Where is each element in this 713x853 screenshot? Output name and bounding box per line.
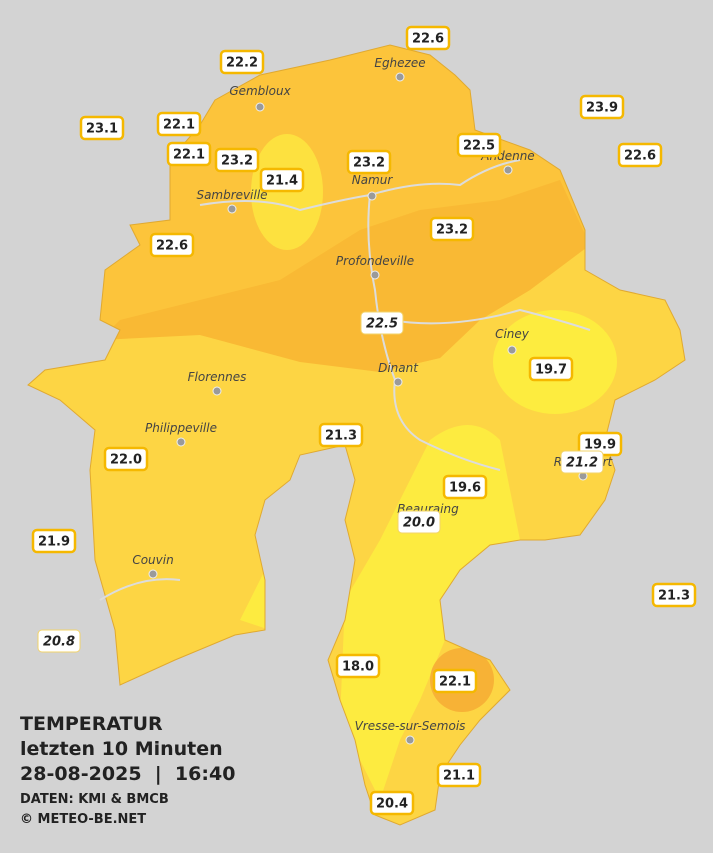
legend-title: TEMPERATUR <box>20 713 163 735</box>
station-box <box>37 629 81 653</box>
station-value: 22.5 <box>366 317 398 332</box>
city-label: Couvin <box>132 553 173 567</box>
station-value: 22.5 <box>463 139 495 154</box>
station-value: 20.4 <box>376 797 408 812</box>
station-value: 23.2 <box>436 223 468 238</box>
city-label: Profondeville <box>336 254 414 268</box>
station-value: 19.7 <box>535 363 567 378</box>
station-value: 22.6 <box>624 149 656 164</box>
station-box <box>360 311 404 335</box>
city-dot <box>255 102 265 112</box>
legend-source: DATEN: KMI & BMCB <box>20 792 169 807</box>
city-dot <box>176 437 186 447</box>
station-box <box>528 356 574 382</box>
city-label: Philippeville <box>145 421 217 435</box>
city-dot <box>212 386 222 396</box>
zone-bright <box>240 570 270 630</box>
station-box <box>436 762 482 788</box>
legend-period: letzten 10 Minuten <box>20 738 223 760</box>
station-value: 19.9 <box>584 438 616 453</box>
station-box <box>79 115 125 141</box>
stations: 22.6 22.2 23.9 23.1 22.1 22.5 22.6 22.1 23.2 23.2… <box>31 25 697 816</box>
city-label: Gembloux <box>229 84 291 98</box>
station-value: 22.0 <box>110 453 142 468</box>
station-box <box>369 790 415 816</box>
station-box <box>651 582 697 608</box>
city-dot <box>227 204 237 214</box>
station-box <box>442 474 488 500</box>
station-value: 23.2 <box>221 154 253 169</box>
station-box <box>259 167 305 193</box>
station-box <box>156 111 202 137</box>
station-value: 20.8 <box>43 635 75 650</box>
station-box <box>219 49 265 75</box>
station-box <box>214 147 260 173</box>
zone-bright <box>340 425 520 800</box>
city-label: Florennes <box>188 370 247 384</box>
city-label: Sambreville <box>196 188 267 202</box>
station-value: 22.1 <box>173 148 205 163</box>
legend-timestamp: 28-08-2025 | 16:40 <box>20 763 235 785</box>
station-box <box>346 149 392 175</box>
station-box <box>456 132 502 158</box>
station-value: 22.1 <box>163 118 195 133</box>
station-value: 22.6 <box>156 239 188 254</box>
city-dot <box>370 270 380 280</box>
station-value: 22.1 <box>439 675 471 690</box>
station-box <box>432 668 478 694</box>
station-value: 20.0 <box>403 516 435 531</box>
station-box <box>397 510 441 534</box>
station-value: 21.1 <box>443 769 475 784</box>
station-value: 21.2 <box>566 456 598 471</box>
legend: TEMPERATUR letzten 10 Minuten 28-08-2025… <box>20 713 235 827</box>
station-box <box>31 528 77 554</box>
station-box <box>335 653 381 679</box>
city-label: Vresse-sur-Semois <box>355 719 466 733</box>
station-box <box>560 450 604 474</box>
station-box <box>579 94 625 120</box>
city-dot <box>395 72 405 82</box>
station-value: 23.2 <box>353 156 385 171</box>
city-label: Eghezee <box>374 56 425 70</box>
station-value: 21.3 <box>325 429 357 444</box>
station-value: 21.3 <box>658 589 690 604</box>
station-box <box>617 142 663 168</box>
city-dot <box>507 345 517 355</box>
city-dot <box>393 377 403 387</box>
city-dot <box>148 569 158 579</box>
station-box <box>103 446 149 472</box>
station-value: 22.6 <box>412 32 444 47</box>
city-label: Namur <box>352 173 394 187</box>
legend-copyright: © METEO-BE.NET <box>20 812 146 827</box>
station-value: 21.9 <box>38 535 70 550</box>
station-value: 21.4 <box>266 174 298 189</box>
city-label: Dinant <box>378 361 419 375</box>
station-box <box>149 232 195 258</box>
city-label: Ciney <box>495 327 530 341</box>
city-dot <box>405 735 415 745</box>
station-value: 18.0 <box>342 660 374 675</box>
station-value: 19.6 <box>449 481 481 496</box>
city-dot <box>503 165 513 175</box>
station-box <box>405 25 451 51</box>
station-value: 23.1 <box>86 122 118 137</box>
station-box <box>318 422 364 448</box>
city-dot <box>367 191 377 201</box>
station-value: 23.9 <box>586 101 618 116</box>
station-box <box>166 141 212 167</box>
station-value: 22.2 <box>226 56 258 71</box>
station-box <box>429 216 475 242</box>
